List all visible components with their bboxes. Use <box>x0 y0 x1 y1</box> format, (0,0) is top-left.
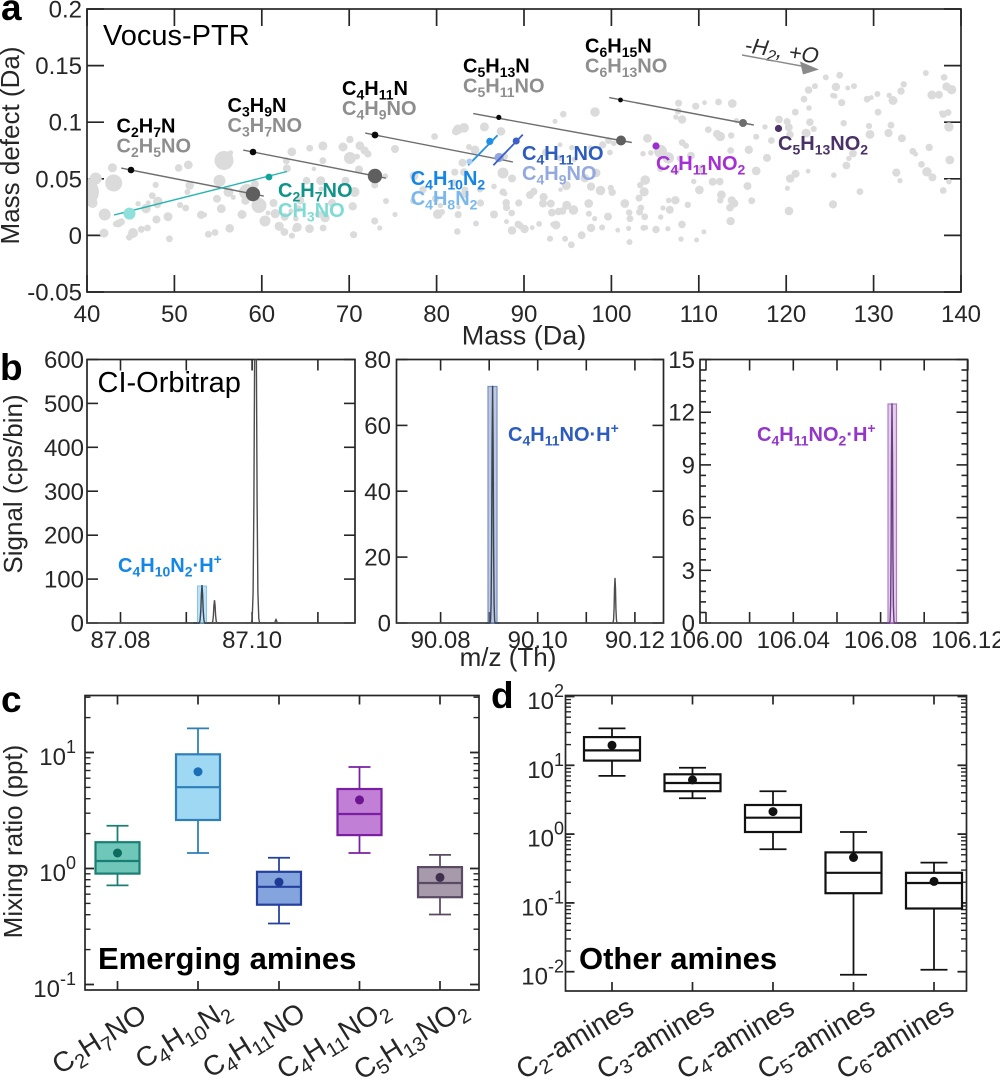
svg-text:90.08: 90.08 <box>411 627 471 654</box>
svg-text:m/z (Th): m/z (Th) <box>460 642 557 672</box>
svg-text:15: 15 <box>668 347 695 374</box>
svg-text:90.10: 90.10 <box>508 627 568 654</box>
svg-text:140: 140 <box>941 301 981 328</box>
svg-text:0.15: 0.15 <box>35 53 82 80</box>
svg-text:87.10: 87.10 <box>222 627 282 654</box>
svg-text:0.2: 0.2 <box>49 0 82 24</box>
svg-text:120: 120 <box>766 301 806 328</box>
svg-text:6: 6 <box>682 505 695 532</box>
svg-text:C4H8N2: C4H8N2 <box>411 188 478 212</box>
svg-text:-H2, +O: -H2, +O <box>743 32 821 72</box>
svg-text:50: 50 <box>161 301 188 328</box>
svg-text:90: 90 <box>511 301 538 328</box>
svg-text:c: c <box>1 679 22 720</box>
svg-text:C4H9NO: C4H9NO <box>342 98 417 122</box>
svg-text:100: 100 <box>44 567 84 594</box>
svg-text:a: a <box>1 0 22 28</box>
svg-text:C4H11NO2: C4H11NO2 <box>656 153 746 177</box>
svg-text:106.04: 106.04 <box>757 627 830 654</box>
svg-text:C4H11NO: C4H11NO <box>522 143 604 167</box>
svg-text:C4H10N2: C4H10N2 <box>411 168 486 192</box>
svg-text:0: 0 <box>378 611 391 638</box>
svg-text:600: 600 <box>44 347 84 374</box>
svg-text:40: 40 <box>364 479 391 506</box>
svg-text:Other amines: Other amines <box>579 941 777 976</box>
svg-text:Mass defect (Da): Mass defect (Da) <box>0 47 25 245</box>
svg-text:9: 9 <box>682 452 695 479</box>
svg-text:C2H5NO: C2H5NO <box>117 136 192 160</box>
svg-text:Signal (cps/bin): Signal (cps/bin) <box>0 394 28 573</box>
svg-text:CH3NO: CH3NO <box>278 200 345 224</box>
svg-text:-0.05: -0.05 <box>27 280 82 307</box>
svg-text:0: 0 <box>682 611 695 638</box>
svg-text:80: 80 <box>364 347 391 374</box>
svg-text:C3H9N: C3H9N <box>228 95 287 119</box>
svg-text:40: 40 <box>74 301 101 328</box>
svg-text:0: 0 <box>69 223 82 250</box>
svg-text:106.00: 106.00 <box>669 627 742 654</box>
svg-text:C4H11NO·H+: C4H11NO·H+ <box>508 420 619 448</box>
svg-text:400: 400 <box>44 435 84 462</box>
svg-text:20: 20 <box>364 545 391 572</box>
svg-text:C6H13NO: C6H13NO <box>585 56 667 80</box>
svg-text:106.12: 106.12 <box>931 627 1000 654</box>
svg-text:C4H11NO2·H+: C4H11NO2·H+ <box>757 420 876 448</box>
svg-text:C6H15N: C6H15N <box>585 36 652 60</box>
svg-text:C5H11NO: C5H11NO <box>463 76 545 100</box>
svg-text:100: 100 <box>591 301 631 328</box>
svg-text:60: 60 <box>364 413 391 440</box>
svg-text:C3H7NO: C3H7NO <box>228 115 303 139</box>
svg-text:500: 500 <box>44 391 84 418</box>
svg-text:b: b <box>0 347 23 388</box>
svg-text:200: 200 <box>44 523 84 550</box>
svg-text:0.1: 0.1 <box>49 110 82 137</box>
svg-text:Vocus-PTR: Vocus-PTR <box>103 20 250 52</box>
svg-text:300: 300 <box>44 479 84 506</box>
svg-text:C4H11N: C4H11N <box>342 78 408 102</box>
svg-text:C5H13N: C5H13N <box>463 56 530 80</box>
svg-text:70: 70 <box>336 301 363 328</box>
svg-text:CI-Orbitrap: CI-Orbitrap <box>98 367 241 399</box>
svg-text:C5H13NO2: C5H13NO2 <box>778 133 868 157</box>
svg-text:C4H10N2·H+: C4H10N2·H+ <box>118 551 222 579</box>
svg-text:Mixing ratio (ppt): Mixing ratio (ppt) <box>0 745 28 939</box>
svg-text:12: 12 <box>668 400 695 427</box>
svg-text:C2H7N: C2H7N <box>117 116 176 140</box>
svg-text:3: 3 <box>682 558 695 585</box>
svg-text:106.08: 106.08 <box>844 627 917 654</box>
svg-text:C4H9NO: C4H9NO <box>522 163 597 187</box>
svg-text:130: 130 <box>854 301 894 328</box>
svg-text:0: 0 <box>71 611 84 638</box>
svg-text:87.08: 87.08 <box>90 627 150 654</box>
svg-text:90.12: 90.12 <box>605 627 665 654</box>
svg-text:110: 110 <box>680 301 718 328</box>
svg-text:Mass (Da): Mass (Da) <box>462 321 587 351</box>
svg-text:C2H7NO: C2H7NO <box>278 180 353 204</box>
svg-text:Emerging amines: Emerging amines <box>98 941 356 976</box>
svg-text:d: d <box>491 675 514 716</box>
svg-text:0.05: 0.05 <box>35 166 82 193</box>
svg-text:60: 60 <box>248 301 275 328</box>
svg-text:80: 80 <box>423 301 450 328</box>
